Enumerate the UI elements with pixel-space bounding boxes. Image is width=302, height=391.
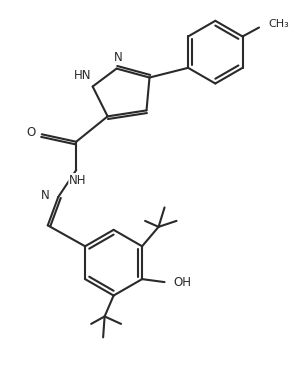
Text: CH₃: CH₃ bbox=[268, 19, 289, 29]
Text: N: N bbox=[41, 189, 50, 202]
Text: N: N bbox=[114, 51, 122, 64]
Text: O: O bbox=[26, 126, 35, 139]
Text: NH: NH bbox=[69, 174, 86, 187]
Text: HN: HN bbox=[74, 69, 91, 82]
Text: OH: OH bbox=[174, 276, 191, 289]
